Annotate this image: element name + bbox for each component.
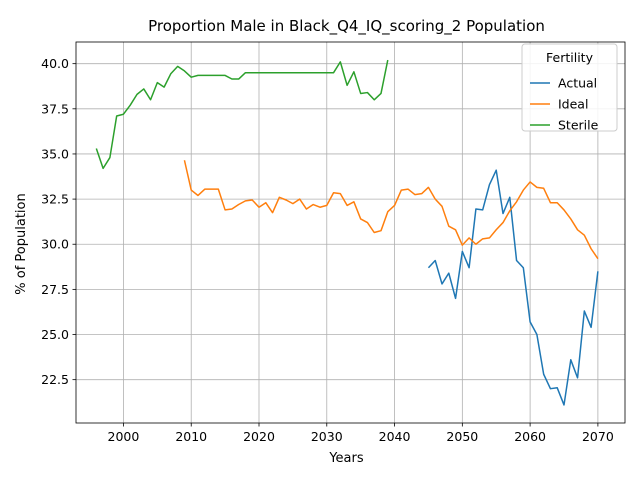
legend-title: Fertility: [546, 50, 594, 65]
y-axis-label: % of Population: [14, 193, 29, 294]
x-tick-label: 2050: [446, 429, 478, 444]
x-tick-label: 2070: [582, 429, 614, 444]
x-tick-label: 2060: [514, 429, 546, 444]
plot-frame: [75, 41, 626, 424]
chart-title: Proportion Male in Black_Q4_IQ_scoring_2…: [148, 17, 545, 36]
x-axis-ticks: 2000 2010 2020 2030 2040 2050 2060 2070: [108, 423, 614, 444]
series-line-sterile: [95, 59, 389, 170]
y-tick-label: 27.5: [41, 282, 69, 297]
legend: Fertility Actual Ideal Sterile: [521, 43, 618, 133]
legend-label-sterile: Sterile: [558, 118, 599, 133]
x-tick-label: 2030: [311, 429, 343, 444]
x-tick-label: 2000: [108, 429, 140, 444]
y-tick-label: 40.0: [41, 56, 69, 71]
legend-box: [521, 43, 618, 132]
legend-label-ideal: Ideal: [558, 97, 588, 112]
grid-lines: [76, 42, 625, 423]
x-tick-label: 2040: [379, 429, 411, 444]
y-tick-label: 25.0: [41, 327, 69, 342]
y-tick-label: 22.5: [41, 372, 69, 387]
y-tick-label: 35.0: [41, 146, 69, 161]
series-line-actual: [427, 169, 599, 406]
y-axis-ticks: 22.5 25.0 27.5 30.0 32.5 35.0 37.5 40.0: [41, 56, 76, 387]
y-tick-label: 37.5: [41, 101, 69, 116]
legend-label-actual: Actual: [558, 76, 597, 91]
x-tick-label: 2020: [243, 429, 275, 444]
series-line-ideal: [183, 160, 599, 260]
x-axis-label: Years: [328, 451, 364, 466]
series-lines: [95, 59, 599, 406]
x-tick-label: 2010: [175, 429, 207, 444]
y-tick-label: 30.0: [41, 237, 69, 252]
y-tick-label: 32.5: [41, 192, 69, 207]
